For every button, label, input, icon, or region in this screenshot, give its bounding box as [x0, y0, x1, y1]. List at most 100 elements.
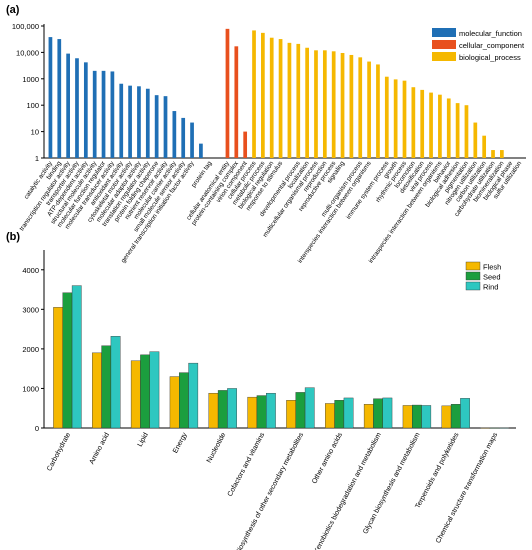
panel-a-y-tick-label: 100,000: [12, 22, 39, 31]
panel-a-bar-viral-process: [429, 92, 433, 158]
panel-b-bar-rind-nucleotide: [227, 388, 237, 429]
panel-b-bar-rind-glycan-biosynthesis-and-metabolism: [421, 405, 432, 429]
panel-b-bar-flesh-other-amino-acids: [325, 403, 335, 429]
panel-a-bar-cargo-receptor-activity: [199, 143, 203, 158]
panel-b-bar-rind-terpenoids-and-polyketides: [460, 398, 470, 429]
panel-b-x-label: Lipid: [137, 432, 150, 448]
panel-a-bar-carbon-utilization: [482, 135, 487, 158]
panel-a-bar-cellular-process: [252, 30, 256, 158]
panel-b-bar-rind-biosynthesis-of-other-secondary-metabolites: [304, 387, 315, 429]
panel-a-y-tick-label: 10: [31, 128, 39, 137]
panel-b-x-label: Energy: [172, 431, 189, 454]
panel-b-bar-seed-nucleotide: [217, 390, 228, 429]
panel-b-y-tick-label: 4000: [22, 266, 39, 275]
panel-a-bar-locomotion: [411, 87, 416, 158]
panel-b-bar-rind-carbohydrate: [71, 285, 82, 429]
panel-a-bar-rhythmic-process: [402, 80, 407, 158]
panel-a-bar-immune-system-process: [384, 76, 389, 158]
panel-b-bar-flesh-terpenoids-and-polyketides: [441, 405, 452, 429]
panel-a-bar-molecular-adaptor-activity: [137, 86, 141, 158]
panel-a-bar-cytoskeletal-motor-activity: [128, 85, 132, 158]
panel-b-bar-flesh-biosynthesis-of-other-secondary-metabolites: [286, 400, 296, 429]
panel-a-bar-multi-organism-process: [358, 57, 363, 158]
panel-a-bar-protein-folding-chaperone: [154, 95, 159, 158]
panel-a-bar-growth: [393, 79, 398, 158]
panel-a-bar-carbohydrate-utilization: [491, 150, 495, 158]
panel-b-legend-swatch: [465, 261, 481, 271]
panel-b-y-tick-label: 2000: [22, 345, 39, 354]
panel-b-x-label: Other amino acids: [311, 431, 344, 485]
panel-b-bar-rind-lipid: [149, 351, 160, 429]
panel-b-legend-label: Flesh: [483, 263, 501, 272]
panel-a-bar-binding: [57, 39, 62, 158]
panel-b-bar-flesh-carbohydrate: [53, 307, 63, 429]
panel-b-bar-flesh-nucleotide: [208, 392, 219, 429]
panel-a-bar-nitrogen-utilization: [473, 122, 478, 158]
panel-a-bar-nutrient-reservoir-activity: [163, 96, 168, 158]
panel-a-bar-transcription-regulator-activity: [66, 53, 70, 158]
panel-b-bar-seed-other-amino-acids: [334, 400, 345, 429]
panel-b-bar-flesh-energy: [169, 376, 180, 429]
panel-a-legend-label: molecular_function: [459, 29, 522, 38]
panel-b-bar-seed-biosynthesis-of-other-secondary-metabolites: [295, 392, 306, 429]
panel-a-bar-developmental-process: [296, 43, 301, 158]
panel-b-bar-seed-carbohydrate: [62, 292, 73, 429]
panel-a-legend-swatch: [432, 40, 456, 49]
panel-a-bar-localization: [305, 47, 309, 158]
panel-a-y-tick-label: 100: [26, 101, 39, 110]
panel-a-bar-general-transcription-initiation-factor-activity: [190, 122, 194, 158]
panel-b-bar-rind-xenobiotics-biodegradation-and-metabolism: [382, 397, 393, 429]
panel-a-bar-interspecies-interaction-between-organisms: [367, 61, 371, 158]
panel-b-y-tick-label: 3000: [22, 305, 39, 314]
panel-b-bar-rind-chemical-structure-transformation-maps: [499, 427, 509, 429]
panel-b-x-label: Nucleotide: [206, 432, 228, 465]
panel-a-y-tick-label: 1000: [22, 75, 39, 84]
panel-a-bar-reproduction: [322, 50, 327, 158]
panel-b-bar-flesh-cofactors-and-vitamins: [247, 396, 258, 429]
panel-b-bar-flesh-chemical-structure-transformation-maps: [480, 427, 491, 429]
panel-b-bar-rind-other-amino-acids: [343, 397, 354, 429]
panel-b-bar-flesh-lipid: [130, 360, 141, 429]
panel-b-label: (b): [6, 231, 20, 243]
panel-a-bar-atp-dependent-activity: [83, 62, 88, 158]
panel-a-legend-label: cellular_component: [459, 41, 525, 50]
panel-a-y-tick-label: 10,000: [16, 48, 39, 57]
panel-b-bar-seed-glycan-biosynthesis-and-metabolism: [412, 404, 422, 429]
panel-a-bar-metabolic-process: [261, 32, 265, 158]
panel-a-legend-swatch: [432, 52, 456, 61]
panel-a-bar-positive-regulation-of-biological-process: [376, 64, 380, 158]
panel-a-bar-signaling: [340, 52, 345, 158]
panel-b-x-label: Terpenoids and polyketides: [415, 431, 461, 510]
panel-b-chart: 0 1000 2000 3000 4000 Carbohydrate Amino acid L…: [22, 250, 516, 550]
panel-b-bar-rind-amino-acid: [110, 336, 121, 429]
panel-a-bar-intraspecies-interaction-between-organisms: [438, 94, 442, 158]
panel-b-bar-seed-chemical-structure-transformation-maps: [489, 427, 500, 429]
panel-a-bar-behavior: [446, 98, 451, 158]
panel-b-x-label: Carbohydrate: [46, 432, 72, 473]
panel-a-bar-molecular-transducer-activity: [110, 71, 115, 158]
panel-b-bar-seed-lipid: [140, 354, 150, 429]
panel-b-bar-rind-cofactors-and-vitamins: [266, 392, 276, 429]
panel-a-bar-translation-regulator-activity: [145, 88, 150, 158]
panel-a-bar-molecular-function-regulator: [101, 70, 106, 158]
panel-b-legend-label: Seed: [483, 273, 501, 282]
panel-b-y-tick-label: 1000: [22, 384, 39, 393]
panel-a-bar-antioxidant-activity: [119, 83, 124, 158]
panel-a-legend-swatch: [432, 28, 456, 37]
panel-a-legend-label: biological_process: [459, 53, 521, 62]
panel-a-bar-reproductive-process: [331, 51, 336, 158]
panel-b-legend-swatch: [465, 271, 481, 281]
panel-b-bar-flesh-amino-acid: [92, 352, 102, 429]
panel-a-label: (a): [6, 4, 20, 16]
panel-a-bar-negative-regulation-of-biological-process: [349, 54, 354, 159]
panel-a-bar-structural-molecule-activity: [92, 70, 97, 158]
panel-a-y-tick-label: 1: [35, 154, 39, 163]
panel-b-x-label: Amino acid: [89, 432, 111, 466]
panel-a-bar-small-molecule-sensor-activity: [181, 117, 186, 158]
panel-b-legend-swatch: [465, 281, 481, 291]
panel-a-bar-cellular-anatomical-entity: [225, 28, 230, 159]
panel-a-bar-regulation-of-biological-process: [287, 42, 292, 158]
panel-a-bar-biomineralization: [500, 150, 504, 158]
